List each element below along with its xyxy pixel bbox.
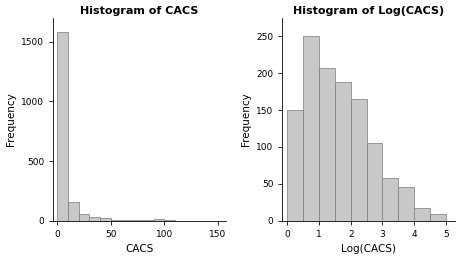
Bar [143, 220, 154, 221]
Bar [335, 82, 351, 221]
Bar [319, 68, 335, 221]
Title: Histogram of Log(CACS): Histogram of Log(CACS) [293, 5, 444, 16]
Bar [164, 220, 175, 221]
Bar [132, 220, 143, 221]
Bar [122, 220, 132, 221]
Bar [398, 187, 414, 221]
Bar [89, 217, 100, 221]
Bar [100, 218, 111, 221]
Bar [111, 220, 122, 221]
Bar [414, 207, 430, 221]
Bar [383, 178, 398, 221]
Bar [287, 110, 303, 221]
Bar [303, 36, 319, 221]
Bar [154, 219, 164, 221]
X-axis label: CACS: CACS [125, 244, 154, 255]
Y-axis label: Frequency: Frequency [241, 92, 251, 146]
Y-axis label: Frequency: Frequency [6, 92, 16, 146]
Title: Histogram of CACS: Histogram of CACS [81, 5, 199, 16]
X-axis label: Log(CACS): Log(CACS) [342, 244, 396, 255]
Bar [351, 99, 366, 221]
Bar [79, 214, 89, 221]
Bar [68, 202, 79, 221]
Bar [430, 214, 446, 221]
Bar [175, 220, 185, 221]
Bar [366, 143, 383, 221]
Bar [58, 32, 68, 221]
